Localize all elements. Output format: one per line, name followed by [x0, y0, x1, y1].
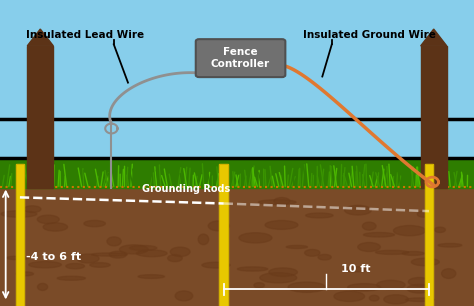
Ellipse shape: [90, 263, 110, 267]
Ellipse shape: [239, 233, 272, 243]
Bar: [0, 0, 474, 167]
Bar: [421, 46, 447, 188]
Ellipse shape: [274, 198, 290, 205]
Ellipse shape: [138, 275, 164, 278]
Ellipse shape: [377, 280, 405, 289]
Ellipse shape: [198, 234, 209, 245]
Bar: [219, 164, 228, 306]
Ellipse shape: [393, 226, 426, 236]
Ellipse shape: [384, 295, 409, 304]
Ellipse shape: [77, 254, 99, 263]
Bar: [425, 164, 433, 306]
Text: 10 ft: 10 ft: [340, 264, 370, 274]
Ellipse shape: [129, 245, 157, 251]
Ellipse shape: [411, 258, 439, 266]
Text: Insulated Lead Wire: Insulated Lead Wire: [26, 30, 145, 40]
Ellipse shape: [1, 211, 37, 217]
Ellipse shape: [358, 242, 380, 252]
Ellipse shape: [119, 245, 148, 254]
Text: Insulated Ground Wire: Insulated Ground Wire: [303, 30, 436, 40]
Ellipse shape: [29, 262, 61, 268]
Ellipse shape: [435, 227, 446, 233]
Ellipse shape: [345, 205, 371, 215]
Ellipse shape: [363, 222, 376, 230]
Ellipse shape: [406, 298, 434, 301]
Ellipse shape: [175, 291, 193, 301]
Ellipse shape: [6, 256, 29, 260]
Ellipse shape: [305, 249, 320, 256]
Ellipse shape: [91, 253, 128, 256]
Ellipse shape: [407, 284, 431, 293]
Ellipse shape: [286, 245, 308, 248]
Ellipse shape: [442, 269, 456, 278]
Ellipse shape: [369, 295, 379, 301]
Ellipse shape: [37, 283, 48, 290]
FancyBboxPatch shape: [196, 39, 285, 77]
Ellipse shape: [109, 251, 127, 258]
Ellipse shape: [334, 291, 365, 301]
Ellipse shape: [265, 221, 298, 230]
Text: Fence
Controller: Fence Controller: [211, 47, 270, 69]
Ellipse shape: [269, 268, 298, 276]
Ellipse shape: [84, 220, 105, 227]
Bar: [425, 164, 433, 306]
Ellipse shape: [318, 254, 331, 260]
Ellipse shape: [306, 213, 333, 218]
Polygon shape: [27, 29, 53, 46]
Ellipse shape: [344, 267, 370, 272]
Bar: [16, 164, 24, 306]
Bar: [16, 164, 24, 306]
Ellipse shape: [237, 267, 268, 271]
Ellipse shape: [137, 250, 167, 257]
Ellipse shape: [347, 284, 381, 291]
Ellipse shape: [24, 206, 41, 212]
Bar: [0, 188, 474, 306]
Ellipse shape: [288, 282, 325, 293]
Ellipse shape: [402, 252, 424, 256]
Ellipse shape: [16, 272, 34, 276]
Ellipse shape: [202, 262, 230, 268]
Ellipse shape: [408, 278, 430, 286]
Bar: [0, 158, 474, 188]
Ellipse shape: [208, 221, 229, 231]
Ellipse shape: [168, 255, 182, 262]
Ellipse shape: [260, 273, 297, 283]
Ellipse shape: [254, 283, 264, 288]
Ellipse shape: [107, 237, 121, 246]
Bar: [27, 46, 53, 188]
Polygon shape: [421, 29, 447, 46]
Ellipse shape: [57, 276, 85, 280]
Ellipse shape: [43, 223, 67, 231]
Ellipse shape: [417, 211, 430, 217]
Text: -4 to 6 ft: -4 to 6 ft: [26, 252, 81, 262]
Text: Grounding Rods: Grounding Rods: [142, 184, 230, 194]
Ellipse shape: [37, 215, 59, 224]
Ellipse shape: [375, 250, 409, 254]
Ellipse shape: [364, 233, 394, 237]
Ellipse shape: [438, 244, 462, 247]
Bar: [219, 164, 228, 306]
Ellipse shape: [170, 247, 190, 256]
Ellipse shape: [258, 200, 296, 205]
Ellipse shape: [66, 263, 84, 269]
